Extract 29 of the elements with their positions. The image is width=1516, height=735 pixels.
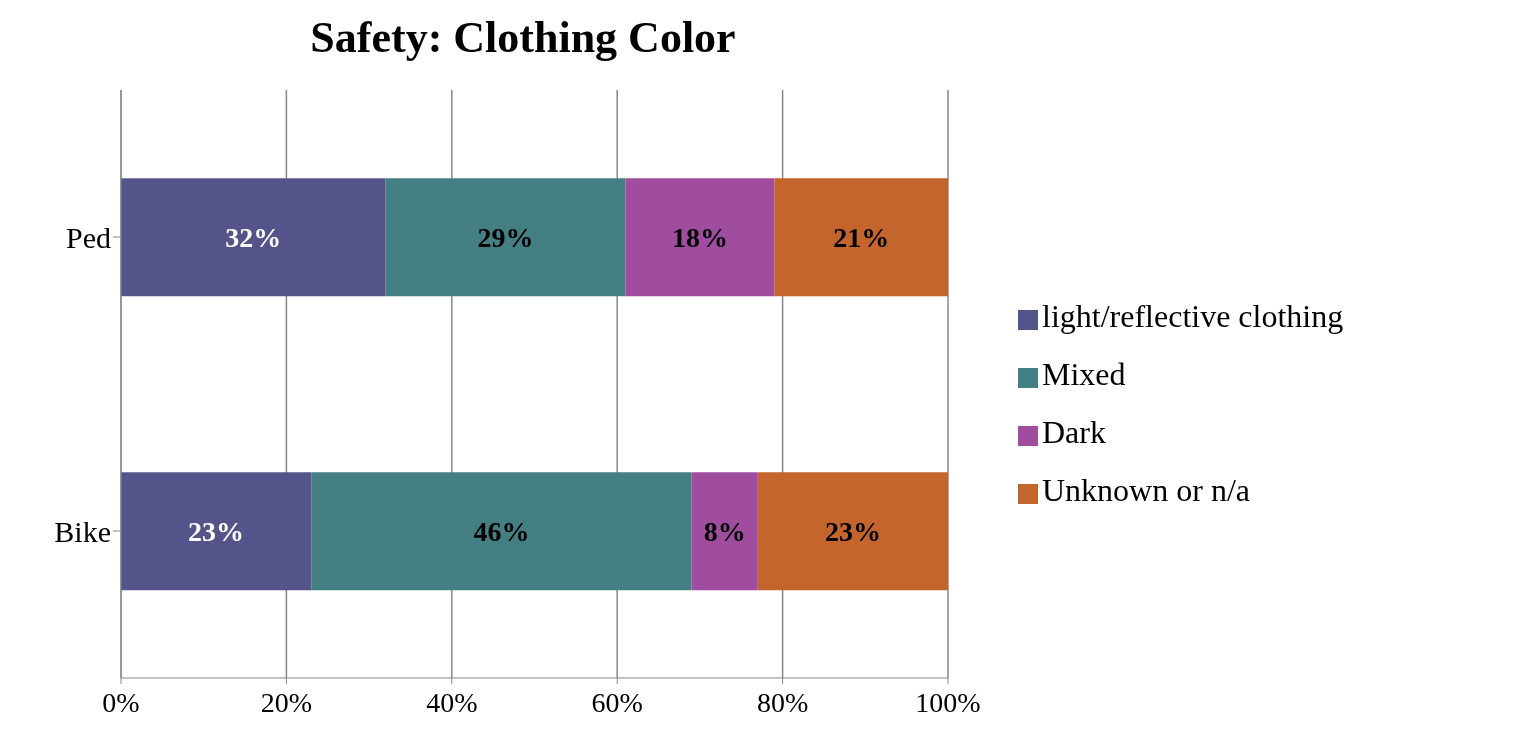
chart-title: Safety: Clothing Color: [309, 12, 737, 64]
x-tick-label: 80%: [756, 686, 809, 718]
bar: [311, 472, 692, 591]
bar: [625, 178, 775, 297]
data-label: 46%: [473, 515, 530, 547]
data-label: 18%: [671, 221, 728, 253]
legend-label: Dark: [1042, 414, 1106, 450]
data-label: 32%: [225, 221, 282, 253]
y-tick-label: Ped: [66, 220, 111, 254]
data-label: 21%: [833, 221, 890, 253]
x-tick-label: 100%: [915, 686, 981, 718]
x-tick-label: 0%: [102, 686, 140, 718]
bar: [121, 178, 386, 297]
bar: [757, 472, 948, 591]
data-label: 29%: [477, 221, 534, 253]
legend-label: Mixed: [1042, 356, 1126, 392]
data-label: 23%: [188, 515, 245, 547]
x-tick-label: 40%: [426, 686, 478, 718]
data-label: 23%: [824, 515, 881, 547]
legend-label: light/reflective clothing: [1042, 298, 1344, 334]
bar: [774, 178, 948, 297]
legend-label: Unknown or n/a: [1042, 472, 1250, 508]
y-tick-label: Bike: [54, 514, 111, 548]
x-tick-label: 20%: [260, 686, 313, 718]
x-tick-label: 60%: [591, 686, 643, 718]
bar: [385, 178, 626, 297]
bar: [121, 472, 312, 591]
bar: [691, 472, 758, 591]
data-label: 8%: [703, 515, 746, 547]
